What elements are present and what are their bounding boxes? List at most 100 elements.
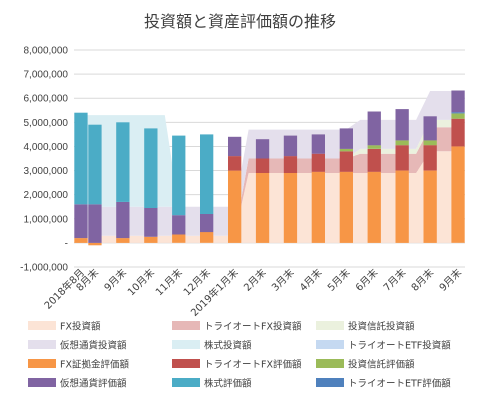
bar-2-13 <box>423 140 437 146</box>
legend-label: 仮想通貨評価額 <box>60 378 127 390</box>
bar-0-5 <box>200 232 214 243</box>
bar-1-10 <box>339 151 353 172</box>
x-tick-label: 6月末 <box>353 266 381 294</box>
bar-1-11 <box>367 148 381 172</box>
bar-4-14 <box>451 90 465 113</box>
bar-4-9 <box>311 134 325 154</box>
bar-0-14 <box>451 146 465 243</box>
bar-1-12 <box>395 145 409 171</box>
legend-swatch <box>28 359 56 368</box>
bar-0-0 <box>74 238 88 243</box>
bar-0-7 <box>255 173 270 243</box>
legend-swatch <box>172 378 200 387</box>
x-tick-label: 4月末 <box>297 266 325 294</box>
bar-0-8 <box>283 173 298 243</box>
legend-swatch <box>316 378 344 387</box>
bar-2-11 <box>367 145 381 149</box>
legend-label: 株式投資額 <box>204 340 252 352</box>
x-tick-label: 2019年1月末 <box>188 266 241 319</box>
chart-title: 投資額と資産評価額の推移 <box>144 12 336 31</box>
y-tick-label: 1,000,000 <box>24 214 69 225</box>
bar-0-11 <box>367 171 381 243</box>
bar-2-14 <box>451 113 465 119</box>
bar-4-3 <box>144 207 158 237</box>
bar-5-0 <box>74 112 88 205</box>
legend-swatch <box>28 321 56 330</box>
legend-swatch <box>316 321 344 330</box>
bar-4-1 <box>88 204 102 243</box>
x-tick-label: 8月末 <box>408 266 436 294</box>
bar-2-10 <box>339 148 353 152</box>
legend-label: トライオートETF評価額 <box>348 378 451 390</box>
bar-4-13 <box>423 116 437 141</box>
legend-swatch <box>172 321 200 330</box>
bar-1-6 <box>228 156 242 171</box>
bar-0-1 <box>88 242 102 246</box>
bar-4-10 <box>339 128 353 149</box>
x-tick-label: 3月末 <box>269 266 297 294</box>
y-tick-label: 8,000,000 <box>24 46 69 57</box>
bar-0-4 <box>172 234 186 243</box>
bar-5-2 <box>116 122 130 202</box>
legend-swatch <box>172 359 200 368</box>
bar-0-12 <box>395 170 409 243</box>
legend-swatch <box>28 378 56 387</box>
legend-label: トライオートFX投資額 <box>204 321 302 333</box>
bar-4-8 <box>283 135 298 157</box>
legend-label: FX証拠金評価額 <box>60 359 129 371</box>
y-tick-label: 4,000,000 <box>24 142 69 153</box>
x-tick-label: 9月末 <box>101 266 129 294</box>
bar-4-5 <box>200 214 214 233</box>
legend-label: 仮想通貨投資額 <box>60 340 127 352</box>
bar-0-3 <box>144 236 158 243</box>
y-tick-label: 5,000,000 <box>24 118 69 129</box>
legend-label: 投資信託投資額 <box>348 321 415 333</box>
area-series-1 <box>81 127 458 236</box>
legend-swatch <box>316 359 344 368</box>
bar-1-7 <box>255 158 270 173</box>
legend-swatch <box>28 340 56 349</box>
bar-5-3 <box>144 128 158 208</box>
bar-5-5 <box>200 134 214 214</box>
legend-label: FX投資額 <box>60 321 101 333</box>
bar-1-8 <box>283 156 298 173</box>
bar-0-2 <box>116 238 130 243</box>
bar-4-4 <box>172 215 186 235</box>
bar-1-14 <box>451 118 465 147</box>
bar-0-6 <box>228 170 242 243</box>
bar-1-13 <box>423 145 437 171</box>
legend-label: 投資信託評価額 <box>348 359 415 371</box>
x-tick-label: 2月末 <box>241 266 269 294</box>
bar-1-9 <box>311 153 325 172</box>
y-tick-label: 2,000,000 <box>24 190 69 201</box>
legend-label: トライオートFX評価額 <box>204 359 302 371</box>
bar-0-13 <box>423 170 437 243</box>
x-tick-label: 9月末 <box>436 266 464 294</box>
bar-4-6 <box>228 136 242 157</box>
bar-0-9 <box>311 171 325 243</box>
bar-4-7 <box>255 139 270 159</box>
legend-swatch <box>316 340 344 349</box>
y-tick-label: - <box>65 238 68 249</box>
bar-5-4 <box>172 135 186 216</box>
bar-4-2 <box>116 201 130 239</box>
bar-4-11 <box>367 111 381 146</box>
y-tick-label: -1,000,000 <box>20 263 68 274</box>
area-series-0 <box>81 151 458 243</box>
bar-2-12 <box>395 140 409 146</box>
legend-label: トライオートETF投資額 <box>348 340 451 352</box>
x-tick-label: 5月末 <box>325 266 353 294</box>
area-series-4 <box>81 91 458 236</box>
legend-swatch <box>172 340 200 349</box>
x-tick-label: 11月末 <box>153 266 185 298</box>
bar-5-1 <box>88 124 102 205</box>
y-tick-label: 3,000,000 <box>24 166 69 177</box>
bar-4-12 <box>395 109 409 141</box>
y-axis: -1,000,000-1,000,0002,000,0003,000,0004,… <box>20 46 68 274</box>
legend-label: 株式評価額 <box>204 378 252 390</box>
bar-3-14 <box>451 112 465 114</box>
bar-4-0 <box>74 204 88 239</box>
